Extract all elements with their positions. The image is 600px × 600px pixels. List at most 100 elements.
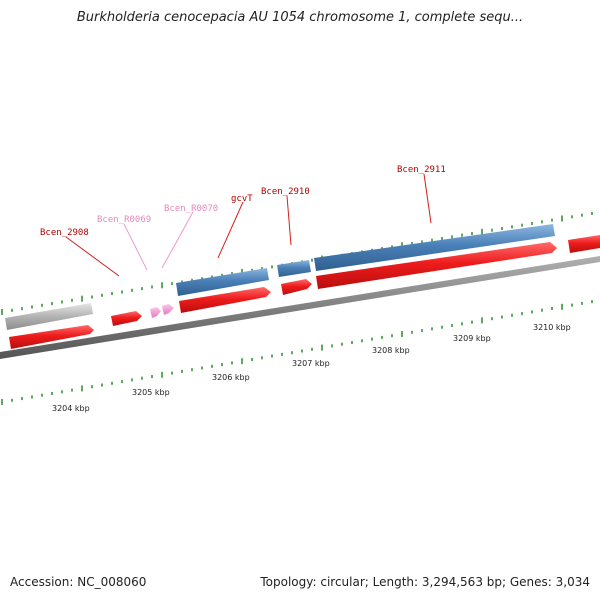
outer-tick [1, 309, 3, 315]
outer-tick [171, 282, 173, 286]
feature-cds-bcen-2908[interactable] [111, 311, 142, 326]
outer-tick [251, 268, 253, 272]
gene-label-bcen-2910[interactable]: Bcen_2910 [261, 187, 310, 197]
accession-label: Accession: NC_008060 [10, 575, 147, 589]
label-leader-lines [65, 173, 432, 277]
outer-tick [241, 268, 243, 275]
feature-cds-reverse-bcen-2911-region[interactable] [314, 224, 555, 271]
scale-label-3205: 3205 kbp [132, 388, 170, 397]
inner-tick [21, 397, 23, 401]
feature-cds-bcen-2912[interactable] [568, 235, 600, 253]
inner-tick [471, 320, 473, 324]
gene-label-gcvt[interactable]: gcvT [231, 194, 253, 204]
scale-label-3210: 3210 kbp [533, 323, 571, 332]
inner-tick [481, 317, 483, 324]
inner-tick [561, 303, 563, 310]
inner-tick [41, 393, 43, 397]
feature-rna-bcen-r0069[interactable] [150, 307, 161, 318]
inner-tick [1, 399, 3, 405]
inner-tick [231, 361, 233, 365]
inner-tick [331, 344, 333, 348]
outer-tick [231, 272, 233, 276]
outer-tick [531, 221, 533, 225]
gene-label-bcen-2911[interactable]: Bcen_2911 [397, 165, 446, 175]
outer-tick [191, 278, 193, 282]
inner-tick [121, 380, 123, 384]
feature-cds-gcvt[interactable] [179, 287, 271, 313]
inner-tick [501, 315, 503, 319]
inner-tick [241, 358, 243, 365]
feature-cds-bcen-2911[interactable] [316, 242, 557, 289]
outer-tick [471, 232, 473, 236]
outer-tick [91, 295, 93, 299]
feature-pseudogene[interactable] [5, 303, 93, 330]
gene-label-bcen-r0069[interactable]: Bcen_R0069 [97, 215, 151, 225]
outer-tick [571, 215, 573, 219]
inner-tick [361, 339, 363, 343]
outer-tick [261, 267, 263, 271]
inner-tick [401, 331, 403, 337]
outer-tick [461, 233, 463, 237]
outer-tick [491, 228, 493, 232]
outer-tick [561, 215, 563, 222]
inner-tick [381, 335, 383, 339]
inner-scale-track [1, 300, 593, 405]
inner-tick [491, 317, 493, 321]
inner-tick [451, 324, 453, 327]
inner-tick [301, 349, 303, 353]
outer-tick [421, 240, 423, 244]
scale-label-3209: 3209 kbp [453, 334, 491, 343]
outer-tick [581, 213, 583, 217]
inner-tick [521, 312, 523, 316]
outer-tick [181, 280, 183, 284]
inner-tick [111, 381, 113, 385]
outer-tick [111, 292, 113, 296]
inner-tick [81, 385, 83, 392]
inner-tick [181, 369, 183, 373]
outer-tick [541, 220, 543, 224]
inner-tick [291, 351, 293, 355]
feature-cds-bcen-2910[interactable] [281, 279, 312, 295]
inner-tick [201, 366, 203, 370]
outer-tick [11, 308, 13, 312]
outer-tick [61, 300, 63, 304]
outer-tick [511, 225, 513, 229]
gene-label-bcen-2908[interactable]: Bcen_2908 [40, 228, 89, 238]
inner-tick [61, 390, 63, 394]
outer-tick [201, 277, 203, 281]
outer-tick [121, 290, 123, 294]
outer-tick [31, 305, 33, 309]
inner-tick [161, 371, 163, 378]
inner-tick [411, 330, 413, 334]
outer-tick [51, 302, 53, 306]
feature-cds-reverse-gcvt-region[interactable] [176, 268, 269, 296]
outer-tick [521, 223, 523, 227]
outer-tick [71, 298, 73, 302]
inner-tick [141, 376, 143, 380]
chromosome-backbone [0, 256, 600, 359]
inner-tick [211, 364, 213, 368]
gene-label-bcen-r0070[interactable]: Bcen_R0070 [164, 204, 218, 214]
feature-cds-reverse-bcen-2910-region[interactable] [277, 260, 311, 277]
outer-tick [311, 258, 313, 262]
inner-tick [461, 322, 463, 326]
inner-tick [281, 352, 283, 356]
outer-tick [411, 242, 413, 246]
inner-tick [71, 388, 73, 392]
outer-tick [481, 228, 483, 235]
inner-tick [421, 329, 423, 333]
inner-tick [571, 303, 573, 307]
inner-tick [311, 347, 313, 351]
inner-tick [101, 383, 103, 387]
inner-tick [321, 344, 323, 351]
feature-cds-bcen-2907[interactable] [9, 325, 94, 349]
inner-tick [31, 395, 33, 399]
inner-tick [371, 337, 373, 341]
outer-tick [431, 238, 433, 242]
outer-tick [21, 307, 23, 311]
outer-tick [551, 218, 553, 222]
outer-tick [441, 237, 443, 241]
scale-label-3206: 3206 kbp [212, 373, 250, 382]
outer-tick [221, 273, 223, 277]
feature-rna-bcen-r0070[interactable] [162, 304, 174, 315]
